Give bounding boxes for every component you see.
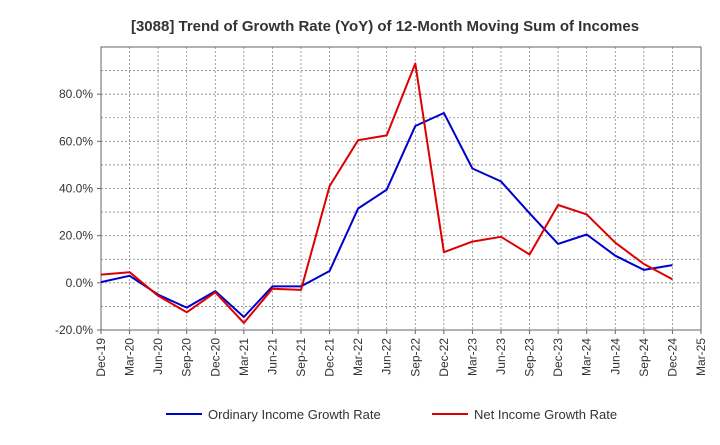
- y-tick-label: -20.0%: [55, 323, 93, 337]
- legend-label: Net Income Growth Rate: [474, 407, 617, 422]
- x-tick-label: Dec-19: [94, 338, 108, 377]
- legend-label: Ordinary Income Growth Rate: [208, 407, 381, 422]
- y-tick-label: 80.0%: [59, 87, 93, 101]
- x-tick-label: Sep-20: [180, 338, 194, 377]
- x-tick-label: Dec-21: [323, 338, 337, 377]
- x-tick-label: Mar-21: [237, 338, 251, 376]
- x-tick-label: Sep-21: [294, 338, 308, 377]
- chart-title: [3088] Trend of Growth Rate (YoY) of 12-…: [131, 18, 639, 35]
- y-tick-label: 60.0%: [59, 134, 93, 148]
- x-tick-label: Jun-20: [151, 338, 165, 375]
- x-tick-label: Dec-24: [665, 338, 679, 377]
- y-tick-label: 40.0%: [59, 182, 93, 196]
- x-tick-label: Dec-20: [208, 338, 222, 377]
- x-tick-label: Mar-24: [580, 338, 594, 376]
- x-tick-label: Mar-25: [694, 338, 708, 376]
- x-tick-label: Jun-24: [608, 338, 622, 375]
- x-tick-label: Jun-22: [380, 338, 394, 375]
- x-tick-label: Sep-23: [523, 338, 537, 377]
- x-tick-label: Sep-24: [637, 338, 651, 377]
- x-tick-label: Jun-21: [265, 338, 279, 375]
- x-tick-label: Dec-22: [437, 338, 451, 377]
- axes: -20.0% 0.0% 20.0% 40.0% 60.0% 80.0% Dec-19 Mar-…: [55, 46, 708, 377]
- net-income-growth-line: [100, 62, 673, 324]
- x-tick-label: Sep-22: [408, 338, 422, 377]
- y-tick-label: 0.0%: [66, 276, 94, 290]
- x-tick-label: Mar-23: [465, 338, 479, 376]
- legend: Ordinary Income Growth Rate Net Income Gr…: [166, 407, 617, 422]
- ordinary-income-growth-line: [100, 112, 673, 318]
- x-tick-label: Dec-23: [551, 338, 565, 377]
- y-tick-label: 20.0%: [59, 229, 93, 243]
- x-tick-label: Mar-20: [123, 338, 137, 376]
- x-tick-label: Jun-23: [494, 338, 508, 375]
- series-lines: [100, 62, 673, 324]
- x-tick-label: Mar-22: [351, 338, 365, 376]
- grid-lines: [101, 47, 701, 330]
